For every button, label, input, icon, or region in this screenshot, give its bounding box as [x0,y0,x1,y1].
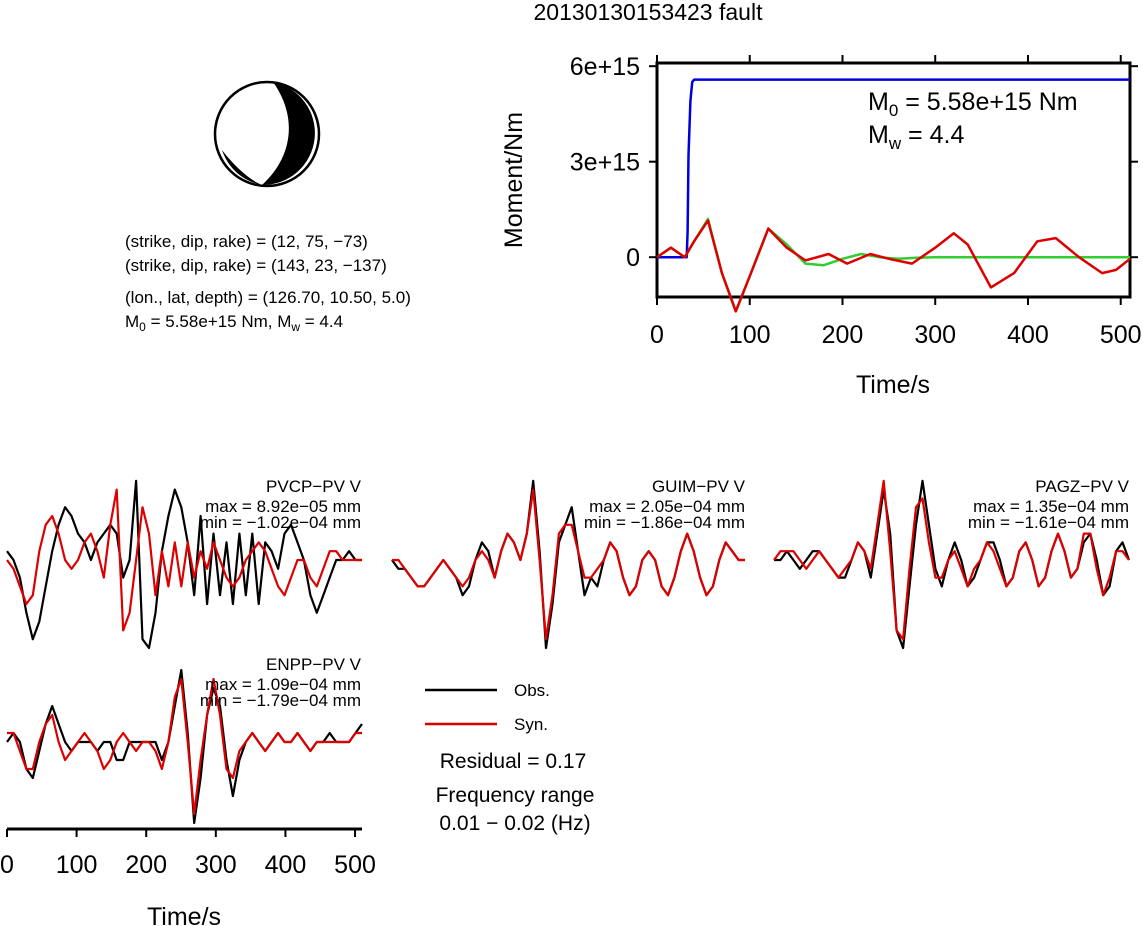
moment-text: M0 = 5.58e+15 Nm, Mw = 4.4 [125,312,343,334]
moment-x-axis-label: Time/s [856,371,930,399]
station-name: PAGZ−PV V [1035,477,1129,496]
figure-title: 20130130153423 fault [534,0,764,25]
synthetic-waveform [773,479,1130,641]
station-name: GUIM−PV V [652,477,746,496]
synthetic-waveform [392,488,745,641]
station-max: max = 1.09e−04 mm [205,675,361,694]
strike-dip-rake-2: (strike, dip, rake) = (143, 23, −137) [125,256,387,275]
moment-y-axis-label: Moment/Nm [500,112,528,248]
location-text: (lon., lat, depth) = (126.70, 10.50, 5.0… [125,288,411,307]
station-min: min = −1.79e−04 mm [200,691,361,710]
waveform-x-tick-label: 500 [334,851,376,879]
moment-m0-annotation: M0 = 5.58e+15 Nm [868,88,1078,120]
moment-x-tick-label: 400 [1007,321,1049,349]
waveform-x-tick-label: 400 [265,851,307,879]
waveform-x-tick-label: 200 [125,851,167,879]
frequency-label: Frequency range [436,784,595,807]
observed-waveform [6,479,362,650]
moment-x-tick-label: 200 [822,321,864,349]
station-name: PVCP−PV V [266,477,362,496]
synthetic-waveform [7,677,362,816]
moment-series-line-2 [656,219,1131,313]
moment-plot-frame [655,61,1132,299]
legend: Obs. Syn. [425,681,550,734]
station-min: min = −1.61e−04 mm [968,513,1129,532]
moment-y-tick-label: 6e+15 [570,53,640,81]
moment-chart: 0 100 200 300 400 500 0 3e+15 6e+15 M0 = 5.58e+1… [500,53,1142,399]
moment-x-tick-label: 300 [914,321,956,349]
moment-x-tick-label: 100 [729,321,771,349]
synthetic-waveform [6,488,362,632]
beachball-icon [213,80,321,188]
residual-text: Residual = 0.17 [440,750,587,773]
waveform-x-tick-label: 300 [195,851,237,879]
legend-obs-label: Obs. [514,681,550,700]
station-min: min = −1.02e−04 mm [200,513,361,532]
station-name: ENPP−PV V [266,655,362,674]
waveform-x-tick-label: 100 [56,851,98,879]
moment-y-tick-label: 0 [626,244,640,272]
frequency-value: 0.01 − 0.02 (Hz) [439,812,590,835]
moment-x-tick-label: 500 [1100,321,1142,349]
station-max: max = 1.35e−04 mm [973,497,1129,516]
legend-syn-label: Syn. [514,715,548,734]
station-max: max = 8.92e−05 mm [205,497,361,516]
waveform-time-axis: 0 100 200 300 400 500 [0,827,376,879]
moment-x-tick-label: 0 [650,321,664,349]
station-min: min = −1.86e−04 mm [584,513,745,532]
waveform-x-tick-label: 0 [0,851,14,879]
waveform-x-axis-label: Time/s [147,903,221,926]
moment-mw-annotation: Mw = 4.4 [868,121,964,153]
strike-dip-rake-1: (strike, dip, rake) = (12, 75, −73) [125,232,368,251]
moment-y-tick-label: 3e+15 [570,149,640,177]
station-max: max = 2.05e−04 mm [589,497,745,516]
